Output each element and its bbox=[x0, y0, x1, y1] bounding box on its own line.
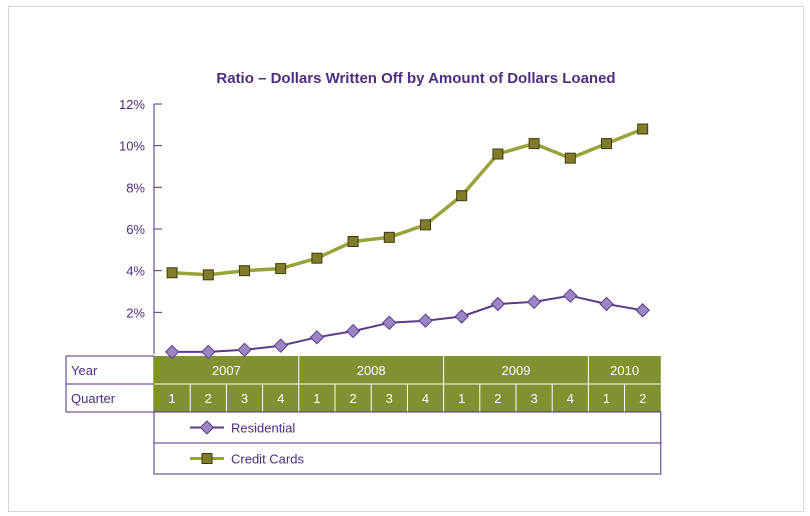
quarter-label: 3 bbox=[530, 391, 537, 406]
data-point-credit-cards-square bbox=[637, 123, 649, 135]
data-point-credit-cards-square bbox=[383, 231, 395, 243]
data-point-residential-diamond bbox=[526, 294, 542, 310]
quarter-label: 3 bbox=[241, 391, 248, 406]
data-point-residential-diamond bbox=[345, 323, 361, 339]
data-point-residential-diamond bbox=[237, 342, 252, 358]
legend-marker-square bbox=[201, 453, 213, 464]
data-point-residential-diamond bbox=[309, 330, 325, 345]
data-point-credit-cards-square bbox=[202, 269, 214, 281]
data-point-credit-cards-square bbox=[420, 219, 431, 231]
quarter-label: 2 bbox=[494, 391, 501, 406]
year-label: 2008 bbox=[357, 363, 386, 378]
y-tick-label: 10% bbox=[119, 139, 145, 154]
year-label: 2009 bbox=[502, 363, 531, 378]
year-row-label: Year bbox=[71, 363, 98, 378]
legend-label: Residential bbox=[231, 421, 295, 436]
data-point-credit-cards-square bbox=[456, 190, 468, 202]
y-tick-label: 12% bbox=[119, 97, 145, 112]
data-point-residential-diamond bbox=[454, 309, 469, 324]
legend-row bbox=[153, 442, 662, 475]
quarter-row-label: Quarter bbox=[71, 391, 116, 406]
data-point-credit-cards-square bbox=[601, 138, 612, 150]
quarter-label: 2 bbox=[205, 391, 212, 406]
y-tick-label: 8% bbox=[126, 180, 145, 195]
data-point-residential-diamond bbox=[635, 303, 650, 318]
line-chart: Ratio – Dollars Written Off by Amount of… bbox=[65, 70, 662, 475]
data-point-credit-cards-square bbox=[275, 263, 287, 275]
quarter-label: 1 bbox=[168, 391, 175, 406]
series-line-residential bbox=[172, 294, 643, 353]
quarter-label: 4 bbox=[277, 391, 284, 406]
data-point-residential-diamond bbox=[382, 315, 397, 330]
data-point-credit-cards-square bbox=[564, 152, 576, 164]
year-label: 2010 bbox=[610, 363, 639, 378]
y-tick-label: 4% bbox=[126, 264, 145, 279]
data-point-credit-cards-square bbox=[311, 252, 323, 264]
year-label: 2007 bbox=[212, 363, 241, 378]
data-point-credit-cards-square bbox=[492, 148, 504, 160]
data-point-credit-cards-square bbox=[347, 236, 359, 247]
data-point-residential-diamond bbox=[563, 288, 578, 303]
data-point-credit-cards-square bbox=[166, 267, 178, 279]
y-tick-label: 6% bbox=[126, 222, 145, 237]
data-point-residential-diamond bbox=[599, 296, 614, 312]
data-point-residential-diamond bbox=[273, 338, 288, 353]
data-point-credit-cards-square bbox=[239, 265, 250, 277]
legend-marker-diamond bbox=[199, 420, 215, 435]
quarter-label: 1 bbox=[458, 391, 465, 406]
data-point-residential-diamond bbox=[418, 313, 433, 328]
quarter-label: 2 bbox=[639, 391, 646, 406]
quarter-label: 3 bbox=[386, 391, 393, 406]
quarter-label: 4 bbox=[422, 391, 429, 406]
quarter-label: 4 bbox=[567, 391, 574, 406]
quarter-label: 2 bbox=[349, 391, 356, 406]
chart-title: Ratio – Dollars Written Off by Amount of… bbox=[216, 70, 615, 87]
y-tick-label: 2% bbox=[126, 305, 145, 320]
legend-label: Credit Cards bbox=[231, 452, 304, 467]
series-line-credit-cards bbox=[172, 127, 644, 277]
chart-frame: Ratio – Dollars Written Off by Amount of… bbox=[8, 6, 804, 512]
data-point-residential-diamond bbox=[490, 296, 506, 312]
quarter-label: 1 bbox=[603, 391, 610, 406]
data-point-residential-diamond bbox=[201, 344, 216, 360]
quarter-label: 1 bbox=[313, 391, 320, 406]
data-point-credit-cards-square bbox=[528, 138, 540, 150]
data-point-residential-diamond bbox=[164, 344, 180, 360]
